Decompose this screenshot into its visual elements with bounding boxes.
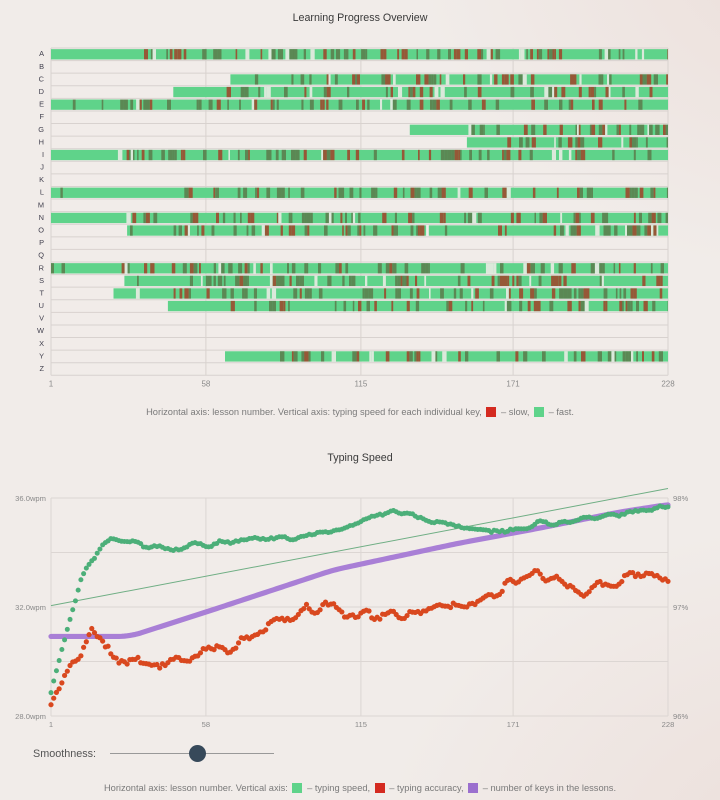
svg-text:36.0wpm: 36.0wpm — [15, 494, 46, 503]
svg-text:115: 115 — [355, 720, 367, 729]
svg-text:58: 58 — [202, 720, 210, 729]
svg-text:32.0wpm: 32.0wpm — [15, 603, 46, 612]
svg-text:1: 1 — [49, 720, 53, 729]
svg-text:28.0wpm: 28.0wpm — [15, 712, 46, 721]
svg-text:97%: 97% — [673, 603, 688, 612]
svg-text:171: 171 — [507, 720, 520, 729]
svg-text:228: 228 — [662, 720, 675, 729]
svg-text:96%: 96% — [673, 712, 688, 721]
svg-text:98%: 98% — [673, 494, 688, 503]
